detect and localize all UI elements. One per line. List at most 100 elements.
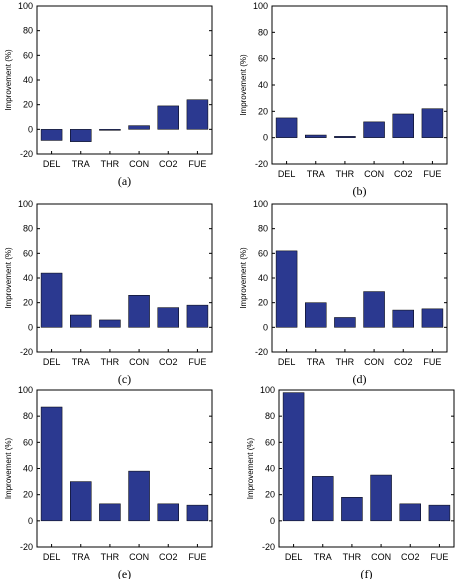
bar-co2: [157, 503, 179, 522]
x-tick-label: DEL: [285, 552, 303, 562]
bar-co2: [392, 309, 414, 328]
bar-del: [40, 406, 63, 522]
y-tick-label: 0: [28, 516, 33, 526]
bar-thr: [341, 497, 363, 522]
x-tick-label: FUE: [188, 357, 206, 367]
y-tick-label: 60: [258, 248, 268, 258]
y-tick-label: -20: [255, 159, 268, 169]
y-tick-label: 40: [258, 80, 268, 90]
y-axis-label: Improvement (%): [4, 247, 13, 309]
x-tick-label: THR: [101, 357, 120, 367]
x-tick-label: TRA: [307, 169, 325, 179]
x-tick-label: CON: [364, 169, 384, 179]
bar-del: [275, 250, 298, 328]
y-tick-label: 40: [258, 273, 268, 283]
x-tick-label: DEL: [43, 552, 61, 562]
y-tick-label: 100: [253, 199, 268, 209]
bar-tra: [70, 129, 92, 142]
x-tick-label: TRA: [72, 357, 90, 367]
y-axis-label: Improvement (%): [246, 437, 255, 499]
y-tick-label: 40: [23, 75, 33, 85]
bar-con: [128, 125, 150, 130]
bar-con: [128, 470, 150, 522]
y-tick-label: 100: [18, 1, 33, 11]
chart-panel-2: -20 0 20 40 60 80 100 DEL TRA THR CON CO2 FUE Improve…: [239, 1, 448, 198]
x-tick-label: CO2: [159, 552, 178, 562]
plot-frame: [36, 203, 213, 353]
x-tick-label: TRA: [307, 357, 325, 367]
y-tick-label: 100: [18, 385, 33, 395]
y-tick-label: 80: [23, 26, 33, 36]
panel-label: (e): [118, 567, 131, 579]
bar-tra: [305, 134, 327, 138]
y-tick-label: 60: [258, 54, 268, 64]
panel-label: (c): [118, 372, 131, 386]
bar-thr: [99, 319, 121, 328]
y-tick-label: 100: [260, 385, 275, 395]
bar-co2: [157, 307, 179, 328]
x-tick-label: CO2: [159, 159, 178, 169]
bar-con: [363, 291, 385, 328]
bar-fue: [421, 308, 444, 328]
x-tick-label: DEL: [43, 159, 61, 169]
x-tick-label: CO2: [394, 169, 413, 179]
plot-frame: [278, 389, 455, 548]
x-tick-label: FUE: [423, 169, 441, 179]
y-tick-label: 20: [23, 490, 33, 500]
bar-tra: [312, 476, 334, 522]
bar-del: [40, 272, 63, 328]
x-tick-label: TRA: [314, 552, 332, 562]
y-tick-label: 0: [263, 322, 268, 332]
y-tick-label: 0: [28, 124, 33, 134]
bar-del: [40, 129, 63, 141]
x-tick-label: THR: [101, 159, 120, 169]
y-tick-label: 0: [263, 133, 268, 143]
bar-fue: [421, 108, 444, 138]
x-tick-label: TRA: [72, 552, 90, 562]
x-tick-label: CO2: [394, 357, 413, 367]
y-tick-label: 100: [18, 199, 33, 209]
x-tick-label: DEL: [278, 357, 296, 367]
y-axis-label: Improvement (%): [4, 437, 13, 499]
x-tick-label: DEL: [278, 169, 296, 179]
y-tick-label: -20: [20, 542, 33, 552]
bar-tra: [305, 302, 327, 328]
chart-panel-4: -20 0 20 40 60 80 100 DEL TRA THR CON CO2 FUE Improve…: [239, 199, 448, 386]
y-tick-label: 80: [23, 224, 33, 234]
y-tick-label: 40: [23, 464, 33, 474]
y-tick-label: 60: [23, 437, 33, 447]
x-tick-label: CON: [129, 552, 149, 562]
y-tick-label: -20: [262, 542, 275, 552]
y-tick-label: 80: [265, 411, 275, 421]
x-tick-label: CO2: [159, 357, 178, 367]
y-tick-label: 100: [253, 1, 268, 11]
x-tick-label: CO2: [401, 552, 420, 562]
y-tick-label: -20: [20, 149, 33, 159]
panel-label: (a): [118, 174, 131, 188]
y-tick-label: 60: [23, 248, 33, 258]
bar-fue: [186, 99, 209, 130]
plot-frame: [36, 5, 213, 155]
y-tick-label: 80: [258, 224, 268, 234]
x-tick-label: THR: [343, 552, 362, 562]
x-tick-label: DEL: [43, 357, 61, 367]
plot-frame: [271, 5, 448, 165]
bar-thr: [334, 136, 356, 138]
plot-frame: [36, 389, 213, 548]
bar-fue: [428, 504, 451, 522]
y-tick-label: 0: [270, 516, 275, 526]
y-tick-label: 40: [265, 464, 275, 474]
y-tick-label: -20: [20, 347, 33, 357]
panel-label: (d): [353, 372, 367, 386]
bar-thr: [99, 503, 121, 522]
y-tick-label: -20: [255, 347, 268, 357]
x-tick-label: TRA: [72, 159, 90, 169]
panel-label: (f): [361, 567, 373, 579]
y-tick-label: 20: [258, 298, 268, 308]
y-tick-label: 20: [23, 298, 33, 308]
y-tick-label: 80: [258, 27, 268, 37]
bar-con: [128, 295, 150, 328]
y-tick-label: 60: [23, 50, 33, 60]
x-tick-label: FUE: [188, 159, 206, 169]
bar-co2: [157, 105, 179, 130]
